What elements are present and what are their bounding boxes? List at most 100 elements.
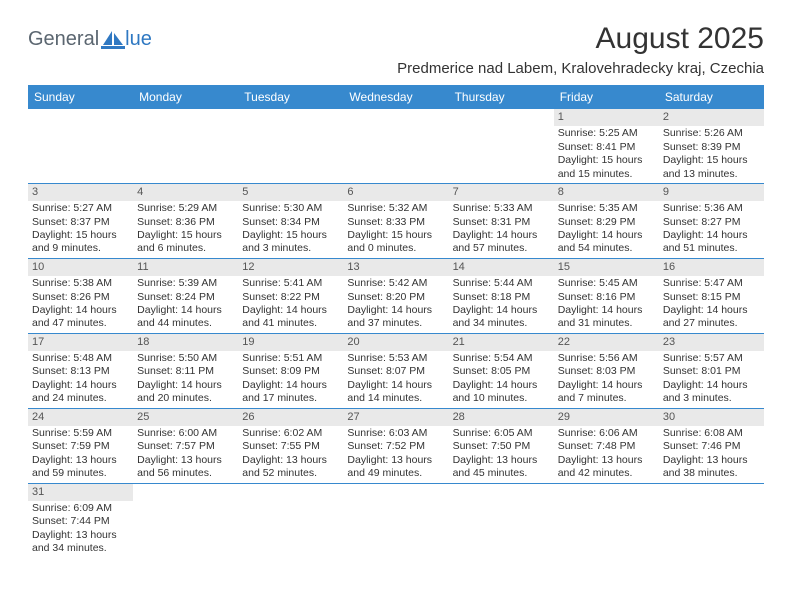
day-line: and 34 minutes. — [453, 317, 550, 330]
day-line: Sunrise: 5:35 AM — [558, 202, 655, 215]
day-line: Sunrise: 5:54 AM — [453, 352, 550, 365]
calendar-cell: 25Sunrise: 6:00 AMSunset: 7:57 PMDayligh… — [133, 408, 238, 483]
day-line: Sunrise: 6:05 AM — [453, 427, 550, 440]
day-details: Sunrise: 6:08 AMSunset: 7:46 PMDaylight:… — [659, 426, 764, 483]
calendar-cell: 28Sunrise: 6:05 AMSunset: 7:50 PMDayligh… — [449, 408, 554, 483]
day-details: Sunrise: 5:56 AMSunset: 8:03 PMDaylight:… — [554, 351, 659, 408]
calendar-cell — [238, 109, 343, 183]
day-line: and 41 minutes. — [242, 317, 339, 330]
day-line: Sunset: 8:27 PM — [663, 216, 760, 229]
calendar-cell: 15Sunrise: 5:45 AMSunset: 8:16 PMDayligh… — [554, 258, 659, 333]
day-details: Sunrise: 5:39 AMSunset: 8:24 PMDaylight:… — [133, 276, 238, 333]
calendar-cell: 10Sunrise: 5:38 AMSunset: 8:26 PMDayligh… — [28, 258, 133, 333]
day-number: 31 — [28, 484, 133, 501]
calendar-cell: 12Sunrise: 5:41 AMSunset: 8:22 PMDayligh… — [238, 258, 343, 333]
day-line: and 17 minutes. — [242, 392, 339, 405]
day-number: 10 — [28, 259, 133, 276]
day-details: Sunrise: 5:47 AMSunset: 8:15 PMDaylight:… — [659, 276, 764, 333]
day-line: Sunrise: 6:06 AM — [558, 427, 655, 440]
logo-sail-icon — [101, 31, 125, 49]
day-line: and 51 minutes. — [663, 242, 760, 255]
weekday-header-row: Sunday Monday Tuesday Wednesday Thursday… — [28, 85, 764, 109]
calendar-cell: 2Sunrise: 5:26 AMSunset: 8:39 PMDaylight… — [659, 109, 764, 183]
calendar-week-row: 17Sunrise: 5:48 AMSunset: 8:13 PMDayligh… — [28, 333, 764, 408]
day-number: 6 — [343, 184, 448, 201]
calendar-cell: 13Sunrise: 5:42 AMSunset: 8:20 PMDayligh… — [343, 258, 448, 333]
day-line: Sunset: 8:13 PM — [32, 365, 129, 378]
day-line: and 57 minutes. — [453, 242, 550, 255]
calendar-cell — [449, 109, 554, 183]
calendar-cell: 21Sunrise: 5:54 AMSunset: 8:05 PMDayligh… — [449, 333, 554, 408]
day-line: Sunset: 8:22 PM — [242, 291, 339, 304]
day-line: and 34 minutes. — [32, 542, 129, 555]
day-line: Sunset: 8:26 PM — [32, 291, 129, 304]
day-details: Sunrise: 5:33 AMSunset: 8:31 PMDaylight:… — [449, 201, 554, 258]
day-line: Sunrise: 5:51 AM — [242, 352, 339, 365]
day-line: Sunrise: 5:25 AM — [558, 127, 655, 140]
day-line: and 14 minutes. — [347, 392, 444, 405]
calendar-cell: 20Sunrise: 5:53 AMSunset: 8:07 PMDayligh… — [343, 333, 448, 408]
calendar-table: Sunday Monday Tuesday Wednesday Thursday… — [28, 85, 764, 558]
day-number: 13 — [343, 259, 448, 276]
day-details: Sunrise: 5:50 AMSunset: 8:11 PMDaylight:… — [133, 351, 238, 408]
day-number: 14 — [449, 259, 554, 276]
day-line: Sunrise: 5:47 AM — [663, 277, 760, 290]
calendar-cell — [343, 483, 448, 557]
day-line: Daylight: 14 hours — [32, 304, 129, 317]
day-details: Sunrise: 6:00 AMSunset: 7:57 PMDaylight:… — [133, 426, 238, 483]
calendar-cell: 19Sunrise: 5:51 AMSunset: 8:09 PMDayligh… — [238, 333, 343, 408]
day-line: Daylight: 14 hours — [347, 304, 444, 317]
day-line: and 24 minutes. — [32, 392, 129, 405]
day-line: Daylight: 14 hours — [558, 229, 655, 242]
day-line: and 9 minutes. — [32, 242, 129, 255]
calendar-week-row: 1Sunrise: 5:25 AMSunset: 8:41 PMDaylight… — [28, 109, 764, 183]
day-line: Daylight: 13 hours — [242, 454, 339, 467]
day-line: Daylight: 14 hours — [32, 379, 129, 392]
day-line: Sunrise: 5:48 AM — [32, 352, 129, 365]
day-number: 22 — [554, 334, 659, 351]
day-details: Sunrise: 5:29 AMSunset: 8:36 PMDaylight:… — [133, 201, 238, 258]
calendar-cell: 29Sunrise: 6:06 AMSunset: 7:48 PMDayligh… — [554, 408, 659, 483]
calendar-cell — [343, 109, 448, 183]
day-line: and 56 minutes. — [137, 467, 234, 480]
day-line: and 42 minutes. — [558, 467, 655, 480]
day-line: Sunset: 7:44 PM — [32, 515, 129, 528]
day-line: Sunset: 8:03 PM — [558, 365, 655, 378]
day-line: Sunset: 7:46 PM — [663, 440, 760, 453]
calendar-cell: 1Sunrise: 5:25 AMSunset: 8:41 PMDaylight… — [554, 109, 659, 183]
day-line: Daylight: 14 hours — [453, 379, 550, 392]
day-number: 3 — [28, 184, 133, 201]
calendar-cell: 30Sunrise: 6:08 AMSunset: 7:46 PMDayligh… — [659, 408, 764, 483]
day-line: Daylight: 15 hours — [558, 154, 655, 167]
day-line: Sunrise: 5:41 AM — [242, 277, 339, 290]
calendar-cell: 16Sunrise: 5:47 AMSunset: 8:15 PMDayligh… — [659, 258, 764, 333]
day-line: Sunrise: 5:42 AM — [347, 277, 444, 290]
calendar-cell — [238, 483, 343, 557]
header: General lue August 2025 Predmerice nad L… — [28, 22, 764, 77]
day-line: Sunset: 8:29 PM — [558, 216, 655, 229]
calendar-cell: 27Sunrise: 6:03 AMSunset: 7:52 PMDayligh… — [343, 408, 448, 483]
calendar-cell — [133, 483, 238, 557]
day-number: 26 — [238, 409, 343, 426]
calendar-cell — [554, 483, 659, 557]
day-line: and 37 minutes. — [347, 317, 444, 330]
calendar-cell — [449, 483, 554, 557]
day-details: Sunrise: 5:45 AMSunset: 8:16 PMDaylight:… — [554, 276, 659, 333]
day-line: Sunrise: 5:33 AM — [453, 202, 550, 215]
day-line: Sunset: 8:15 PM — [663, 291, 760, 304]
location: Predmerice nad Labem, Kralovehradecky kr… — [397, 60, 764, 77]
day-line: and 31 minutes. — [558, 317, 655, 330]
day-number: 9 — [659, 184, 764, 201]
day-details: Sunrise: 5:51 AMSunset: 8:09 PMDaylight:… — [238, 351, 343, 408]
day-line: Sunset: 8:36 PM — [137, 216, 234, 229]
day-line: Sunset: 7:59 PM — [32, 440, 129, 453]
day-line: Sunrise: 5:36 AM — [663, 202, 760, 215]
calendar-cell: 4Sunrise: 5:29 AMSunset: 8:36 PMDaylight… — [133, 183, 238, 258]
day-line: Daylight: 15 hours — [663, 154, 760, 167]
day-line: Daylight: 14 hours — [663, 304, 760, 317]
day-line: and 45 minutes. — [453, 467, 550, 480]
logo-text-general: General — [28, 28, 99, 51]
day-number: 30 — [659, 409, 764, 426]
day-line: Sunrise: 6:08 AM — [663, 427, 760, 440]
month-title: August 2025 — [397, 22, 764, 56]
